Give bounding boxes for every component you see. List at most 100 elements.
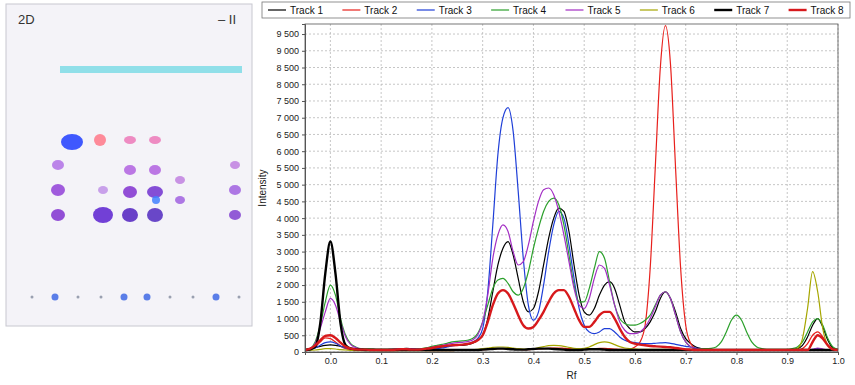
tick-label: 9 500 (276, 29, 299, 39)
legend-swatch (565, 9, 583, 10)
tick: 0.3 (477, 352, 490, 366)
grid-line (305, 318, 838, 319)
origin-dot (121, 294, 128, 301)
tick-mark (302, 134, 305, 135)
spot (149, 165, 161, 175)
tick: 0.7 (680, 352, 693, 366)
x-axis: 0.00.10.20.30.40.50.60.70.80.91.0 (306, 352, 845, 366)
legend-item: Track 3 (417, 5, 472, 16)
plate-background (6, 4, 252, 326)
legend-swatch (417, 9, 435, 10)
tick: 0 (294, 347, 305, 357)
tick: 5 500 (276, 163, 305, 173)
tick-mark (302, 185, 305, 186)
origin-dot (169, 296, 172, 299)
tick: 8 500 (276, 63, 305, 73)
spot (52, 160, 64, 170)
tick-mark (584, 352, 585, 355)
tick-label: 1 000 (276, 314, 299, 324)
tick: 4 500 (276, 197, 305, 207)
tick-label: 7 500 (276, 96, 299, 106)
tlc-plate: 2D– II (6, 4, 252, 326)
legend-swatch (342, 9, 360, 10)
tick-label: 500 (284, 331, 299, 341)
spot (175, 196, 185, 204)
origin-dot (192, 296, 195, 299)
plot-background (305, 24, 838, 352)
tick-label: 0.0 (325, 356, 338, 366)
tick-mark (533, 352, 534, 355)
spot (61, 134, 83, 150)
series-line (305, 272, 838, 351)
tick-label: 0.9 (781, 356, 794, 366)
legend-label: Track 5 (587, 5, 620, 16)
tick: 500 (284, 331, 305, 341)
legend-item: Track 2 (342, 5, 397, 16)
grid (305, 24, 838, 352)
grid-line (533, 24, 534, 352)
x-axis-title: Rf (567, 370, 577, 381)
tick-mark (381, 352, 382, 355)
tick: 8 000 (276, 80, 305, 90)
tick: 1 000 (276, 314, 305, 324)
tick-label: 8 500 (276, 63, 299, 73)
tick: 6 500 (276, 130, 305, 140)
tick: 2 500 (276, 264, 305, 274)
legend-item: Track 1 (268, 5, 323, 16)
legend-item: Track 7 (714, 5, 769, 16)
tick: 0.4 (528, 352, 541, 366)
tick: 7 500 (276, 96, 305, 106)
legend-label: Track 7 (736, 5, 769, 16)
tick: 0.5 (578, 352, 591, 366)
tick-label: 0.5 (578, 356, 591, 366)
tick-mark (302, 352, 305, 353)
grid-line (305, 117, 838, 118)
tick-label: 5 000 (276, 180, 299, 190)
legend-label: Track 1 (290, 5, 323, 16)
grid-line (305, 335, 838, 336)
tick-mark (330, 352, 331, 355)
tick: 9 000 (276, 46, 305, 56)
tick-mark (302, 101, 305, 102)
spot (149, 136, 161, 144)
legend-swatch (640, 9, 658, 10)
tick-label: 0.2 (426, 356, 439, 366)
spot (229, 185, 241, 195)
grid-line (381, 24, 382, 352)
tick: 1 500 (276, 297, 305, 307)
tick-mark (302, 235, 305, 236)
legend-label: Track 4 (513, 5, 546, 16)
grid-line (305, 151, 838, 152)
spot (230, 161, 240, 169)
tick: 4 000 (276, 214, 305, 224)
tick-label: 0.7 (680, 356, 693, 366)
tick: 0.2 (426, 352, 439, 366)
series-line (305, 188, 838, 350)
figure: 2D– II0.00.10.20.30.40.50.60.70.80.91.00… (0, 0, 855, 385)
tick-mark (686, 352, 687, 355)
grid-line (584, 24, 585, 352)
tick-label: 0.3 (477, 356, 490, 366)
tick-label: 0.6 (629, 356, 642, 366)
data-lines (305, 26, 838, 351)
legend-swatch (491, 9, 509, 10)
tick: 0.8 (731, 352, 744, 366)
spot (98, 186, 108, 194)
plate-note: – II (218, 12, 236, 27)
tick: 9 500 (276, 29, 305, 39)
series-line (305, 26, 838, 351)
legend-label: Track 3 (439, 5, 472, 16)
axis-line (302, 25, 306, 353)
origin-dot (77, 296, 80, 299)
origin-dot (52, 294, 59, 301)
tick-mark (736, 352, 737, 355)
spot (122, 208, 138, 222)
tick-label: 6 500 (276, 130, 299, 140)
spot (51, 209, 65, 221)
page: 2D– II0.00.10.20.30.40.50.60.70.80.91.00… (0, 0, 855, 385)
spot (123, 186, 137, 198)
tick-mark (787, 352, 788, 355)
series-line (305, 108, 838, 350)
tick: 0.0 (325, 352, 338, 366)
solvent-front (60, 66, 242, 73)
